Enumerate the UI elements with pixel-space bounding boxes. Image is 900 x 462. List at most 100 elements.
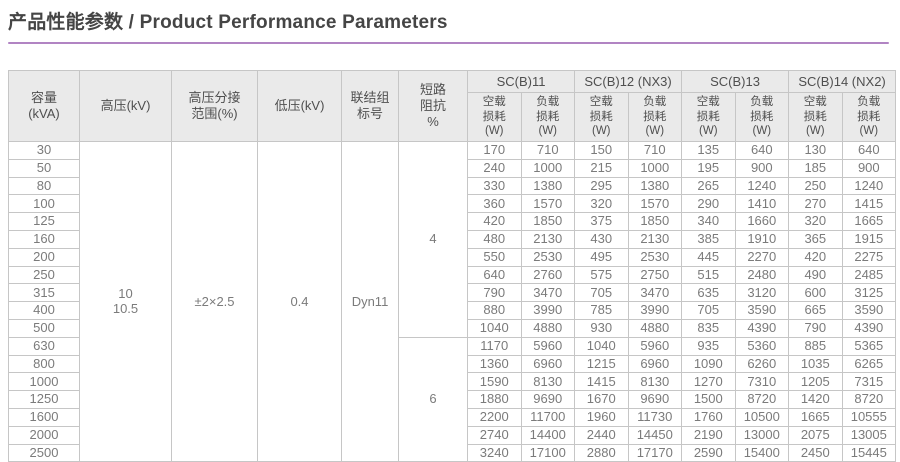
loss-value-cell: 430: [574, 229, 629, 249]
col-header-no-load-loss: 空载 损耗 (W): [788, 92, 843, 142]
col-group-scb13: SC(B)13: [681, 70, 790, 93]
capacity-cell: 630: [8, 336, 80, 356]
capacity-cell: 2000: [8, 425, 80, 445]
loss-value-cell: 8130: [520, 372, 576, 392]
loss-value-cell: 1215: [574, 354, 629, 374]
loss-value-cell: 835: [681, 318, 736, 338]
loss-value-cell: 10555: [841, 407, 897, 427]
table-row: 2000 2740 14400 2440 14450 2190 13000 2075 13005: [8, 425, 897, 445]
capacity-cell: 80: [8, 176, 80, 196]
loss-value-cell: 1850: [627, 212, 683, 231]
capacity-cell: 315: [8, 283, 80, 303]
col-header-capacity: 容量 (kVA): [8, 70, 80, 142]
loss-value-cell: 8130: [627, 372, 683, 392]
loss-value-cell: 705: [681, 301, 736, 320]
loss-value-cell: 1665: [788, 407, 843, 427]
vector-group-value-cell: Dyn11: [341, 140, 399, 462]
capacity-cell: 1250: [8, 390, 80, 409]
loss-value-cell: 2450: [788, 443, 843, 462]
loss-value-cell: 1000: [627, 158, 683, 178]
loss-value-cell: 8720: [841, 390, 897, 409]
loss-value-cell: 1500: [681, 390, 736, 409]
loss-value-cell: 2075: [788, 425, 843, 445]
col-group-scb14: SC(B)14 (NX2): [788, 70, 897, 93]
table-row: 125 420 1850 375 1850 340 1660 320 1665: [8, 212, 897, 231]
loss-value-cell: 790: [467, 283, 522, 303]
loss-value-cell: 495: [574, 247, 629, 267]
loss-value-cell: 1910: [734, 229, 790, 249]
loss-value-cell: 11730: [627, 407, 683, 427]
header-sub-row: 空载 损耗 (W) 负载 损耗 (W) 空载 损耗 (W) 负载 损耗 (W) …: [9, 92, 897, 142]
capacity-cell: 30: [8, 141, 80, 160]
loss-value-cell: 320: [788, 212, 843, 231]
loss-value-cell: 515: [681, 265, 736, 285]
loss-value-cell: 150: [574, 141, 629, 160]
loss-value-cell: 420: [788, 247, 843, 267]
loss-value-cell: 900: [841, 158, 897, 178]
loss-value-cell: 5365: [841, 336, 897, 356]
loss-value-cell: 2530: [520, 247, 576, 267]
loss-value-cell: 15445: [841, 443, 897, 462]
loss-value-cell: 14450: [627, 425, 683, 445]
table-row: 500 1040 4880 930 4880 835 4390 790 4390: [8, 318, 897, 338]
loss-value-cell: 1415: [841, 194, 897, 214]
table-row: 50 240 1000 215 1000 195 900 185 900: [8, 158, 897, 178]
loss-value-cell: 290: [681, 194, 736, 214]
loss-value-cell: 3590: [734, 301, 790, 320]
loss-value-cell: 1670: [574, 390, 629, 409]
loss-value-cell: 1240: [841, 176, 897, 196]
loss-value-cell: 1760: [681, 407, 736, 427]
col-header-tap-range: 高压分接 范围(%): [171, 70, 258, 142]
loss-value-cell: 3240: [467, 443, 522, 462]
loss-value-cell: 4880: [627, 318, 683, 338]
capacity-cell: 400: [8, 301, 80, 320]
loss-value-cell: 635: [681, 283, 736, 303]
loss-value-cell: 1570: [627, 194, 683, 214]
loss-value-cell: 2750: [627, 265, 683, 285]
hv-value-cell: 10 10.5: [79, 140, 172, 462]
loss-value-cell: 6960: [627, 354, 683, 374]
col-header-no-load-loss: 空载 损耗 (W): [681, 92, 736, 142]
loss-value-cell: 8720: [734, 390, 790, 409]
loss-value-cell: 1380: [520, 176, 576, 196]
loss-value-cell: 1270: [681, 372, 736, 392]
loss-value-cell: 640: [734, 141, 790, 160]
loss-value-cell: 11700: [520, 407, 576, 427]
loss-value-cell: 1420: [788, 390, 843, 409]
loss-value-cell: 385: [681, 229, 736, 249]
loss-value-cell: 1360: [467, 354, 522, 374]
table-row: 1000 1590 8130 1415 8130 1270 7310 1205 7315: [8, 372, 897, 392]
loss-value-cell: 1090: [681, 354, 736, 374]
loss-value-cell: 295: [574, 176, 629, 196]
capacity-cell: 250: [8, 265, 80, 285]
loss-value-cell: 420: [467, 212, 522, 231]
loss-value-cell: 270: [788, 194, 843, 214]
table-row: 30 10 10.5 ±2×2.5 0.4 Dyn11 4 170 710 150 710 135 6…: [8, 140, 897, 462]
loss-value-cell: 2190: [681, 425, 736, 445]
loss-value-cell: 1915: [841, 229, 897, 249]
loss-value-cell: 2480: [734, 265, 790, 285]
loss-value-cell: 2270: [734, 247, 790, 267]
loss-value-cell: 445: [681, 247, 736, 267]
loss-value-cell: 2130: [520, 229, 576, 249]
page-title: 产品性能参数 / Product Performance Parameters: [8, 12, 448, 33]
loss-value-cell: 7310: [734, 372, 790, 392]
loss-value-cell: 665: [788, 301, 843, 320]
capacity-cell: 1600: [8, 407, 80, 427]
col-group-scb12: SC(B)12 (NX3): [574, 70, 683, 93]
col-header-load-loss: 负载 损耗 (W): [627, 92, 683, 142]
table-row: 80 330 1380 295 1380 265 1240 250 1240: [8, 176, 897, 196]
loss-value-cell: 15400: [734, 443, 790, 462]
loss-value-cell: 880: [467, 301, 522, 320]
loss-value-cell: 13000: [734, 425, 790, 445]
loss-value-cell: 320: [574, 194, 629, 214]
loss-value-cell: 360: [467, 194, 522, 214]
loss-value-cell: 185: [788, 158, 843, 178]
loss-value-cell: 1665: [841, 212, 897, 231]
col-header-load-loss: 负载 损耗 (W): [520, 92, 576, 142]
capacity-cell: 800: [8, 354, 80, 374]
impedance-value-cell: 6: [398, 336, 468, 462]
loss-value-cell: 5960: [627, 336, 683, 356]
col-header-impedance: 短路 阻抗 %: [398, 70, 468, 142]
